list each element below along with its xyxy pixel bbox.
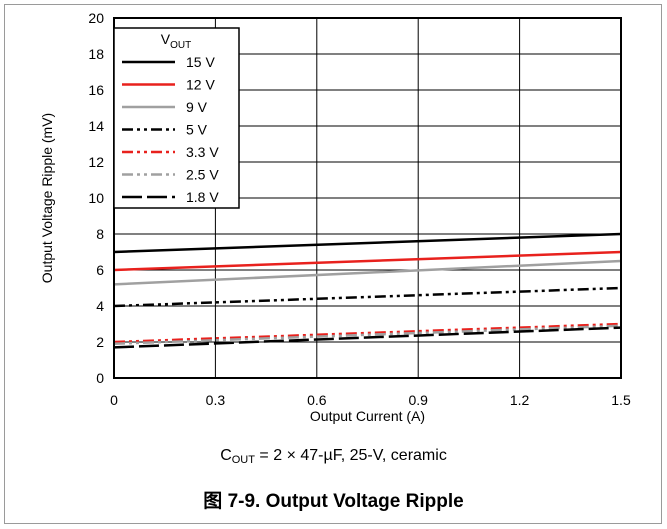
x-tick-label: 0.9 [408, 392, 428, 408]
legend-label: 15 V [186, 54, 215, 70]
y-tick-label: 4 [96, 298, 104, 314]
y-tick-label: 20 [88, 10, 104, 26]
legend-label: 1.8 V [186, 189, 219, 205]
legend-label: 3.3 V [186, 144, 219, 160]
y-tick-label: 8 [96, 226, 104, 242]
legend-title-sub: OUT [170, 40, 191, 51]
legend-label: 9 V [186, 99, 208, 115]
legend-label: 2.5 V [186, 167, 219, 183]
tick-labels: 0 0.3 0.6 0.9 1.2 1.5 0 2 4 6 8 10 12 14 16 18 20 [88, 10, 631, 408]
x-tick-label: 0 [110, 392, 118, 408]
legend-label: 12 V [186, 77, 215, 93]
y-tick-label: 14 [88, 118, 104, 134]
x-tick-label: 0.6 [307, 392, 327, 408]
capacitor-note: COUT = 2 × 47-µF, 25-V, ceramic [0, 447, 667, 466]
note-prefix: C [220, 447, 232, 464]
y-axis-title: Output Voltage Ripple (mV) [39, 113, 55, 283]
x-tick-label: 1.5 [611, 392, 631, 408]
series-line [113, 250, 622, 272]
y-tick-label: 0 [96, 370, 104, 386]
y-tick-label: 12 [88, 154, 104, 170]
series-line [113, 259, 622, 286]
x-axis-title: Output Current (A) [310, 408, 425, 424]
series-line [113, 322, 622, 344]
series-line [113, 286, 622, 308]
note-suffix: = 2 × 47-µF, 25-V, ceramic [254, 447, 447, 464]
legend: VOUT 15 V 12 V 9 V 5 V 3.3 V 2.5 V 1.8 V [113, 27, 240, 209]
figure-caption: 图 7-9. Output Voltage Ripple [203, 491, 464, 512]
legend-title-main: V [161, 31, 171, 47]
series-line [113, 324, 622, 346]
legend-label: 5 V [186, 122, 208, 138]
y-tick-label: 16 [88, 82, 104, 98]
y-tick-label: 10 [88, 190, 104, 206]
y-tick-label: 6 [96, 262, 104, 278]
series-lines [113, 232, 622, 349]
series-line [113, 326, 622, 349]
y-tick-label: 2 [96, 334, 104, 350]
note-sub: OUT [231, 454, 255, 466]
chart: 0 0.3 0.6 0.9 1.2 1.5 0 2 4 6 8 10 12 14 16 18 20 Output… [39, 10, 631, 424]
x-tick-label: 1.2 [510, 392, 530, 408]
y-tick-label: 18 [88, 46, 104, 62]
series-line [113, 232, 622, 254]
legend-box [113, 27, 240, 209]
legend-title: VOUT [161, 31, 191, 51]
x-tick-label: 0.3 [206, 392, 226, 408]
